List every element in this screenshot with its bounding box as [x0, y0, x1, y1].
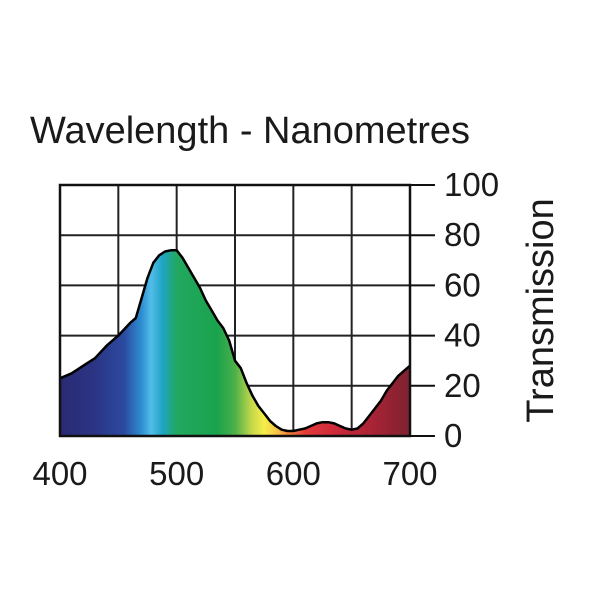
x-tick-label: 700	[382, 455, 437, 492]
y-tick-label: 80	[444, 216, 481, 253]
y-tick-label: 20	[444, 367, 481, 404]
y-tick-label: 100	[444, 166, 499, 203]
x-tick-label: 400	[32, 455, 87, 492]
plot-frame	[58, 183, 412, 438]
chart-title: Wavelength - Nanometres	[30, 110, 470, 152]
x-tick-label: 600	[266, 455, 321, 492]
x-axis-ticks: 400 500 600 700	[32, 455, 437, 492]
y-tick-label: 0	[444, 417, 462, 454]
y-axis-label: Transmission	[520, 198, 562, 423]
series-line-transmission	[59, 249, 411, 433]
y-tick-label: 40	[444, 317, 481, 354]
x-tick-label: 500	[149, 455, 204, 492]
y-axis-ticks: 0 20 40 60 80 100	[410, 166, 499, 454]
y-tick-label: 60	[444, 266, 481, 303]
